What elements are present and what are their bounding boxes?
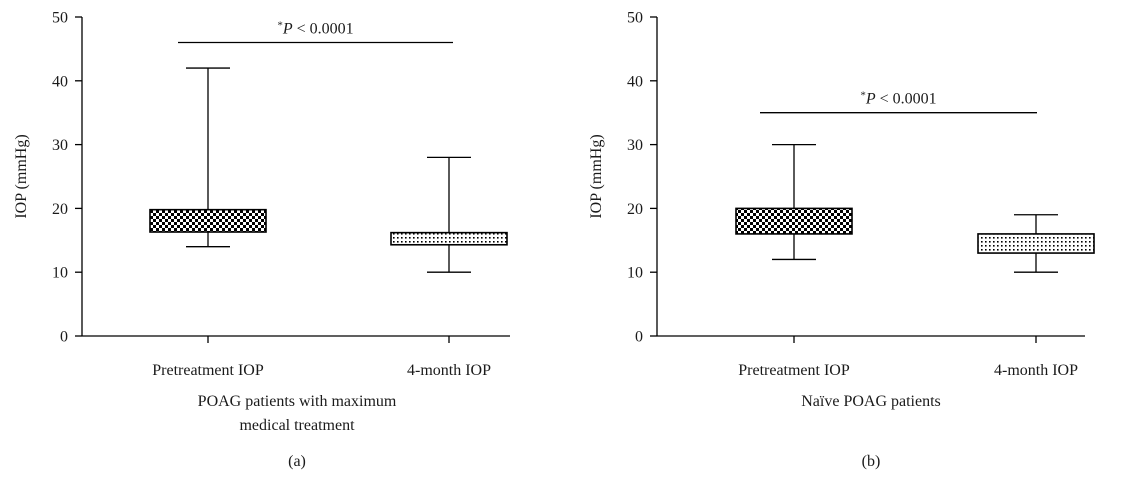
y-tick-label: 20 bbox=[52, 201, 68, 218]
annotation-p: P bbox=[282, 21, 293, 38]
annotation-text: < 0.0001 bbox=[876, 91, 937, 108]
x-axis-title-line: medical treatment bbox=[239, 417, 355, 434]
box-pretreatment bbox=[735, 143, 853, 261]
y-tick-label: 30 bbox=[627, 137, 643, 154]
x-axis-title-line: POAG patients with maximum bbox=[198, 393, 397, 410]
y-tick-label: 40 bbox=[52, 73, 68, 90]
significance-annotation: *P < 0.0001 bbox=[860, 90, 936, 108]
box-4-month bbox=[977, 214, 1095, 273]
chart-panel-b: 0 10 20 30 40 50 IOP (mmHg) Pretreatment IOP 4-m… bbox=[588, 10, 1095, 470]
panel-label: (b) bbox=[862, 453, 881, 470]
annotation-star: * bbox=[860, 90, 866, 102]
box-body bbox=[149, 208, 267, 233]
box-body bbox=[390, 231, 508, 246]
y-tick-label: 20 bbox=[627, 201, 643, 218]
y-tick-label: 0 bbox=[635, 329, 643, 346]
box-pretreatment bbox=[149, 67, 267, 248]
box-4-month bbox=[390, 156, 508, 273]
category-label: Pretreatment IOP bbox=[152, 362, 264, 379]
category-label: 4-month IOP bbox=[994, 362, 1078, 379]
y-axis-title: IOP (mmHg) bbox=[588, 134, 605, 218]
box-body bbox=[977, 233, 1095, 254]
category-label: Pretreatment IOP bbox=[738, 362, 850, 379]
annotation-star: * bbox=[277, 20, 283, 32]
y-tick-label: 0 bbox=[60, 329, 68, 346]
y-tick-label: 50 bbox=[52, 10, 68, 27]
significance-annotation: *P < 0.0001 bbox=[277, 20, 353, 38]
y-tick-label: 50 bbox=[627, 10, 643, 27]
annotation-p: P bbox=[865, 91, 876, 108]
y-tick-label: 10 bbox=[52, 265, 68, 282]
annotation-text: < 0.0001 bbox=[293, 21, 354, 38]
y-tick-label: 10 bbox=[627, 265, 643, 282]
y-tick-label: 40 bbox=[627, 73, 643, 90]
box-body bbox=[735, 207, 853, 235]
category-label: 4-month IOP bbox=[407, 362, 491, 379]
x-axis-title-line: Naïve POAG patients bbox=[801, 393, 941, 410]
y-tick-label: 30 bbox=[52, 137, 68, 154]
chart-panel-a: 0 10 20 30 40 50 IOP (mmHg) Pretreatment IOP 4-m… bbox=[13, 10, 510, 470]
panel-label: (a) bbox=[288, 453, 306, 470]
y-axis-title: IOP (mmHg) bbox=[13, 134, 30, 218]
